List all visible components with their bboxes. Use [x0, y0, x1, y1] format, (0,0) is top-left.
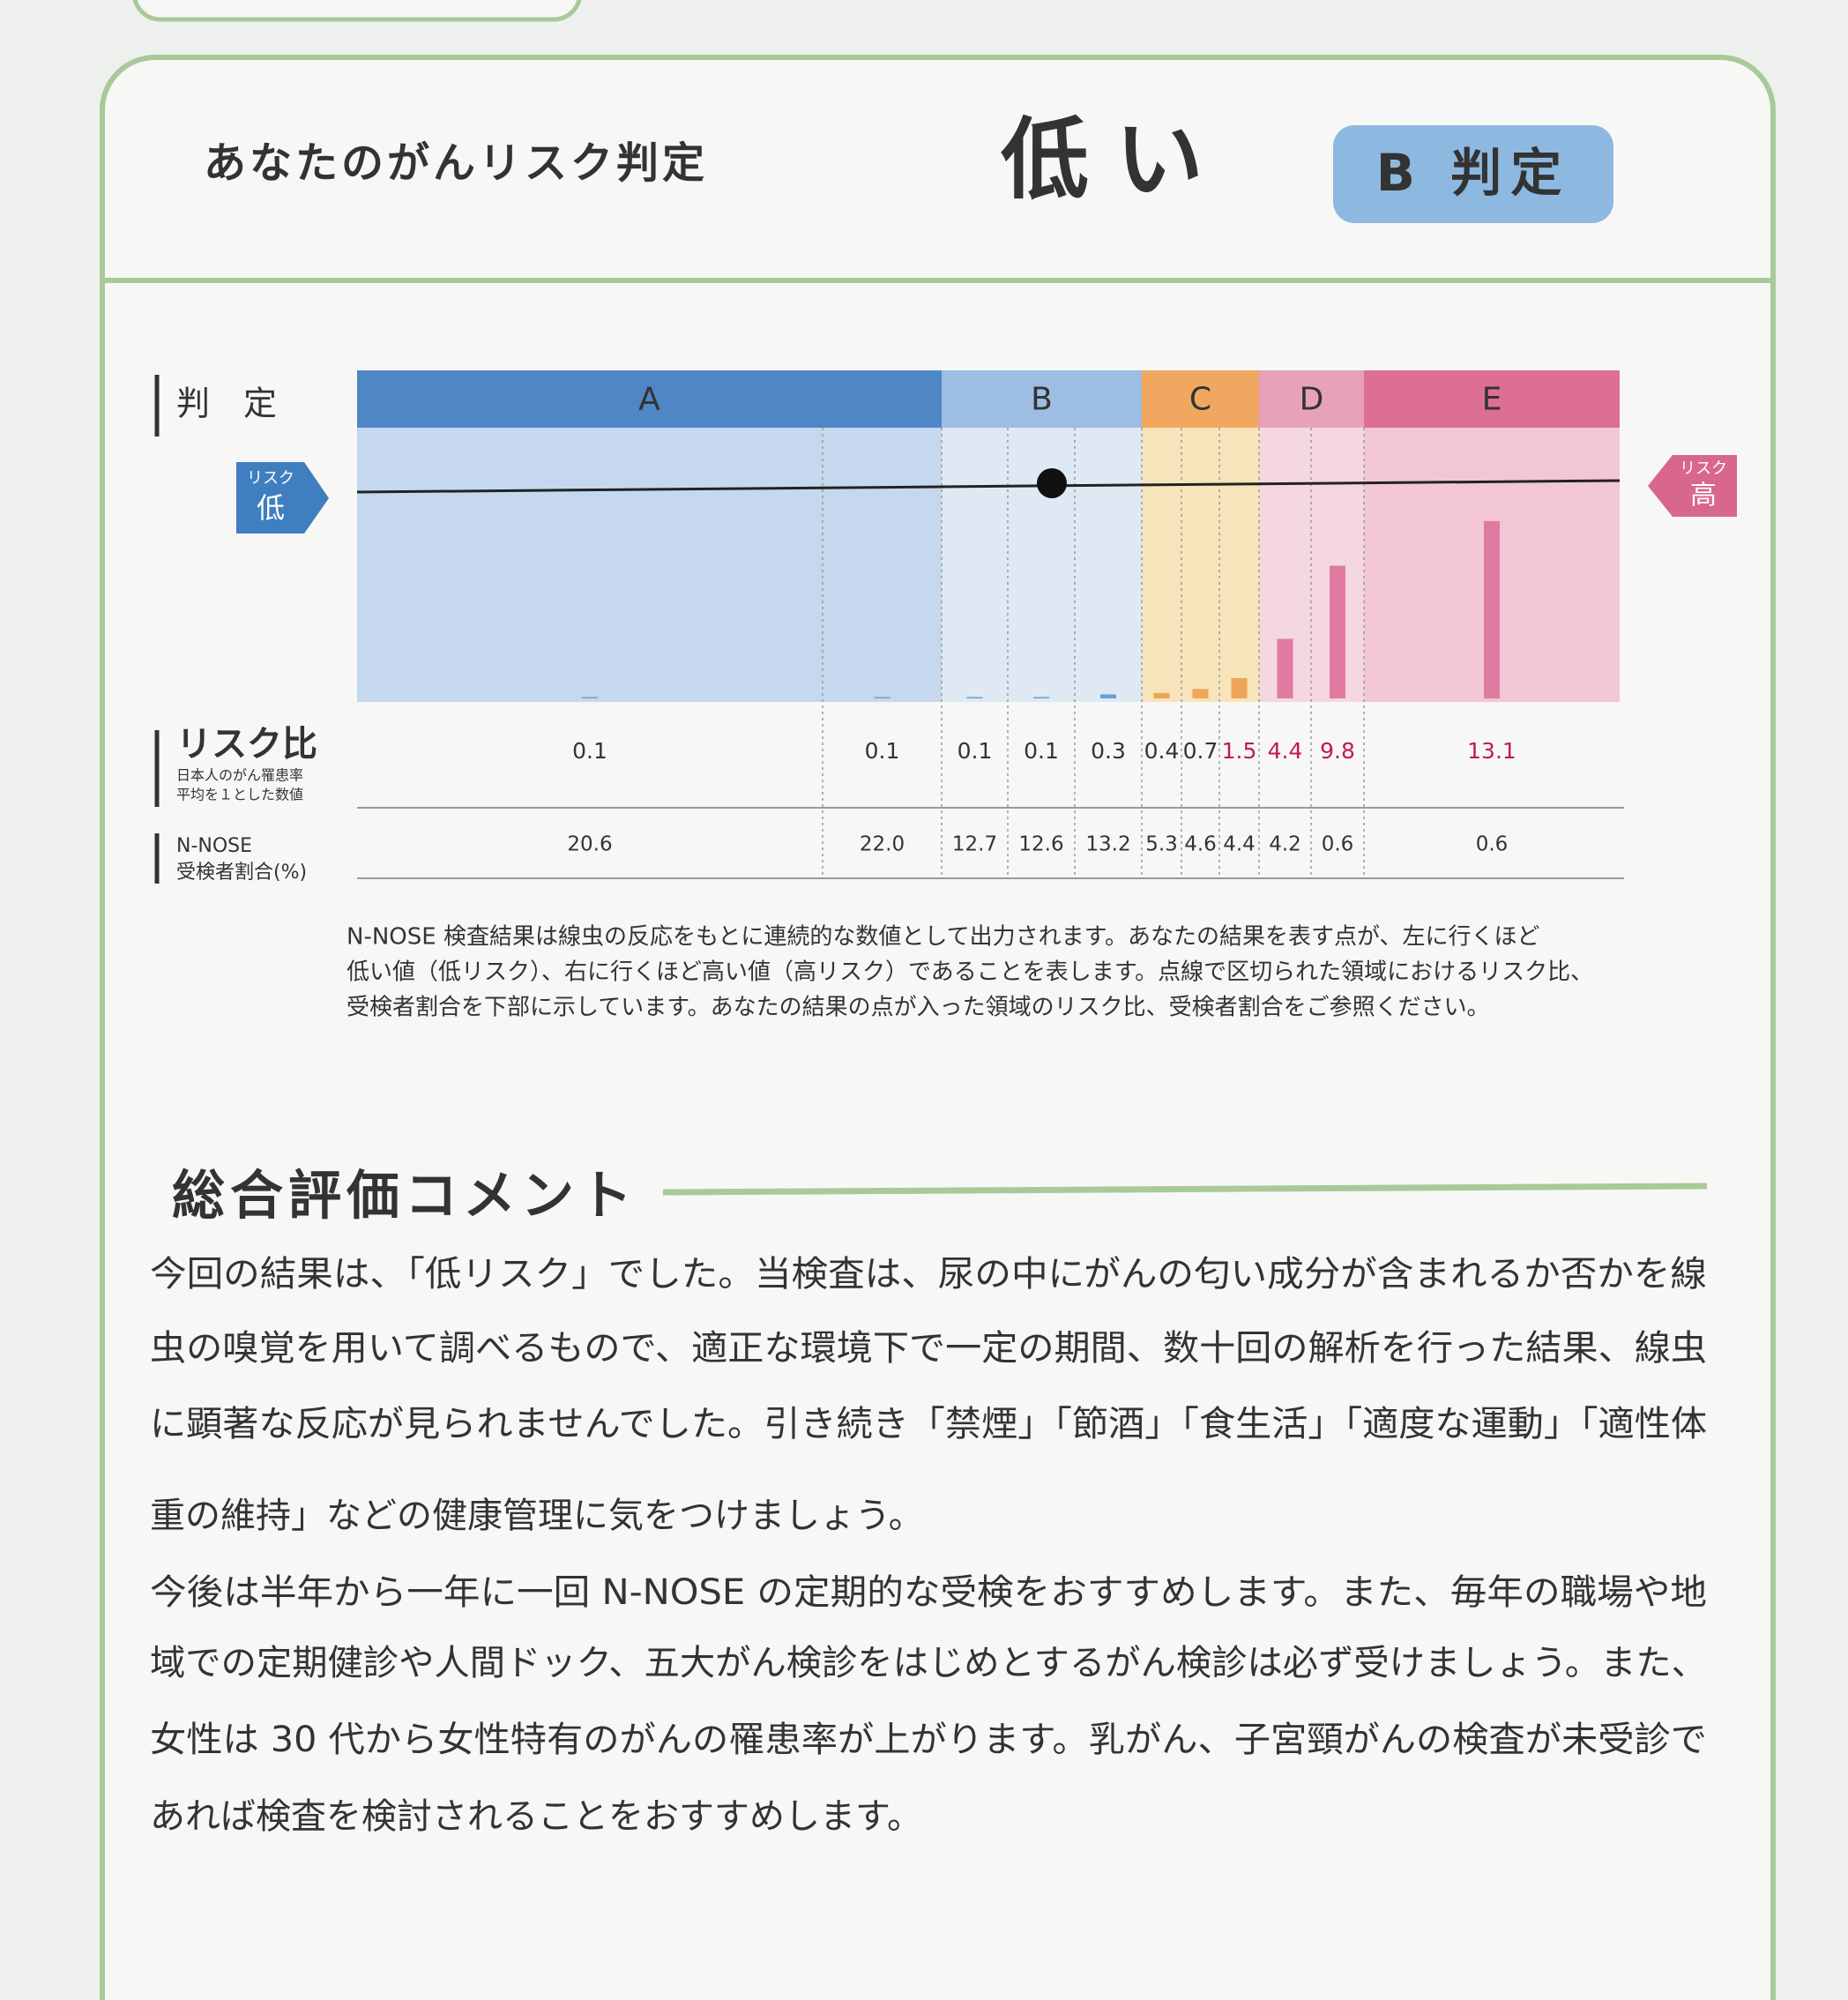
comment-line: 女性は 30 代から女性特有のがんの罹患率が上がります。乳がん、子宮頸がんの検査… [150, 1720, 1707, 1760]
share-label: 5.3 [1145, 833, 1178, 856]
bar [582, 697, 598, 698]
bar [966, 697, 983, 698]
zone-label: A [638, 382, 660, 418]
share-label: 0.6 [1322, 833, 1354, 856]
risk-ratio-label: 0.1 [865, 738, 900, 764]
comment-rule [662, 1183, 1708, 1196]
high-risk-tag-big: 高 [1690, 481, 1717, 511]
description-line: 低い値（低リスク）、右に行くほど高い値（高リスク）であることを表します。点線で区… [346, 959, 1593, 986]
comment-line: 域での定期健診や人間ドック、五大がん検診をはじめとするがん検診は必ず受けましょう… [150, 1643, 1707, 1683]
low-risk-tag [236, 462, 329, 534]
comment-line: 今回の結果は、「低リスク」でした。当検査は、尿の中にがんの匂い成分が含まれるか否… [150, 1254, 1707, 1295]
risk-ratio-label: 0.3 [1091, 738, 1126, 764]
row-label-risk: リスク比 [176, 724, 317, 765]
comment-line: 重の維持」などの健康管理に気をつけましょう。 [150, 1496, 924, 1536]
low-risk-tag-big: 低 [257, 491, 285, 525]
share-label: 4.6 [1184, 833, 1217, 856]
zone-plot [1142, 428, 1259, 702]
result-line [356, 479, 1621, 494]
row-label-grade: 判 定 [176, 384, 277, 423]
row-label-share: 受検者割合(%) [176, 862, 307, 884]
card [100, 55, 1776, 2000]
share-label: 4.2 [1269, 833, 1301, 856]
row-label-share: N-NOSE [176, 835, 252, 857]
share-label: 22.0 [860, 833, 905, 856]
high-risk-tag [1648, 455, 1737, 517]
risk-ratio-label: 4.4 [1268, 738, 1303, 764]
risk-ratio-label: 9.8 [1320, 738, 1355, 764]
row-label-risk-note: 平均を１とした数値 [176, 787, 303, 803]
bar [1277, 638, 1293, 698]
header-label: あなたのがんリスク判定 [204, 138, 708, 188]
bar [1100, 694, 1116, 698]
zone-plot [942, 428, 1142, 702]
zone-label: D [1300, 382, 1324, 418]
bar [1192, 689, 1209, 698]
share-label: 4.4 [1223, 833, 1256, 856]
share-label: 12.6 [1018, 833, 1063, 856]
risk-ratio-label: 0.1 [572, 738, 607, 764]
zone-header [1259, 370, 1364, 428]
result-dot [1037, 468, 1067, 498]
zone-header [357, 370, 942, 428]
bar [1153, 692, 1170, 698]
description-line: N-NOSE 検査結果は線虫の反応をもとに連続的な数値として出力されます。あなた… [346, 924, 1540, 951]
zone-header [1142, 370, 1259, 428]
grade-badge [1333, 125, 1613, 223]
low-risk-tag-small: リスク [247, 469, 294, 488]
risk-ratio-label: 0.4 [1144, 738, 1180, 764]
zone-header [942, 370, 1142, 428]
comment-title: 総合評価コメント [172, 1166, 637, 1228]
risk-ratio-label: 13.1 [1467, 738, 1516, 764]
comment-line: あれば検査を検討されることをおすすめします。 [150, 1796, 922, 1837]
comment-line: 虫の嗅覚を用いて調べるもので、適正な環境下で一定の期間、数十回の解析を行った結果… [150, 1328, 1707, 1369]
risk-ratio-label: 0.1 [958, 738, 993, 764]
risk-ratio-label: 0.7 [1183, 738, 1218, 764]
zone-header [1364, 370, 1620, 428]
zone-label: C [1189, 382, 1211, 418]
description-line: 受検者割合を下部に示しています。あなたの結果の点が入った領域のリスク比、受検者割… [346, 995, 1490, 1021]
comment-line: 今後は半年から一年に一回 N-NOSE の定期的な受検をおすすめします。また、毎… [150, 1572, 1707, 1613]
bar [1330, 565, 1345, 698]
grade-text: B 判定 [1376, 143, 1570, 203]
share-label: 0.6 [1476, 833, 1509, 856]
risk-ratio-label: 0.1 [1024, 738, 1059, 764]
share-label: 12.7 [952, 833, 997, 856]
bar [1231, 677, 1248, 698]
comment-line: に顕著な反応が見られませんでした。引き続き「禁煙」「節酒」「食生活」「適度な運動… [150, 1404, 1707, 1444]
zone-plot [357, 428, 942, 702]
row-label-risk-note: 日本人のがん罹患率 [176, 767, 303, 784]
bar [1033, 697, 1049, 698]
bar [1484, 520, 1500, 698]
zone-label: B [1031, 382, 1053, 418]
header-result: 低い [1001, 108, 1230, 211]
share-label: 20.6 [567, 833, 612, 856]
risk-ratio-label: 1.5 [1222, 738, 1257, 764]
zone-label: E [1482, 382, 1502, 418]
share-label: 13.2 [1085, 833, 1130, 856]
high-risk-tag-small: リスク [1680, 459, 1727, 478]
bar [874, 697, 890, 698]
previous-card [132, 0, 582, 22]
